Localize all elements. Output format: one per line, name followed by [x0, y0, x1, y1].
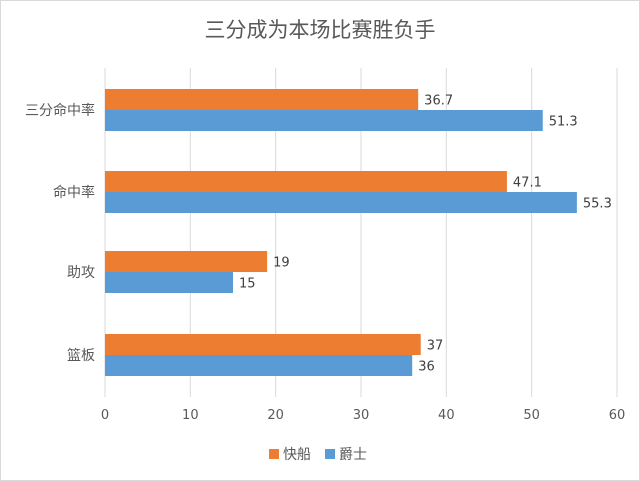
- data-label: 19: [273, 256, 290, 271]
- category-label: 助攻: [67, 265, 95, 281]
- bar-clippers: [105, 89, 419, 110]
- data-label: 36: [418, 360, 435, 375]
- category-label: 命中率: [53, 184, 95, 201]
- legend-label-clippers: 快船: [283, 447, 311, 463]
- x-tick-label: 10: [182, 408, 199, 423]
- bar-clippers: [105, 171, 507, 192]
- bar-jazz: [105, 110, 543, 131]
- bar-jazz: [105, 272, 233, 293]
- data-label: 51.3: [549, 115, 578, 130]
- legend: 快船 爵士: [269, 444, 367, 464]
- x-tick-label: 20: [267, 408, 284, 423]
- legend-swatch-jazz: [325, 449, 335, 459]
- bar-jazz: [105, 192, 577, 213]
- bar-clippers: [105, 251, 268, 272]
- data-label: 15: [239, 277, 256, 292]
- x-tick-label: 0: [101, 408, 109, 423]
- legend-label-jazz: 爵士: [339, 447, 367, 463]
- data-label: 36.7: [424, 94, 453, 109]
- x-tick-label: 40: [438, 408, 455, 423]
- x-tick-label: 30: [353, 408, 370, 423]
- bar-jazz: [105, 355, 413, 376]
- bar-clippers: [105, 334, 421, 355]
- chart-title: 三分成为本场比赛胜负手: [204, 18, 436, 42]
- x-tick-label: 50: [523, 408, 540, 423]
- data-label: 55.3: [583, 197, 612, 212]
- x-tick-label: 60: [609, 408, 626, 423]
- data-label: 37: [427, 339, 444, 354]
- category-label: 三分命中率: [25, 102, 95, 119]
- legend-swatch-clippers: [269, 449, 279, 459]
- category-label: 篮板: [67, 348, 95, 364]
- data-label: 47.1: [513, 176, 542, 191]
